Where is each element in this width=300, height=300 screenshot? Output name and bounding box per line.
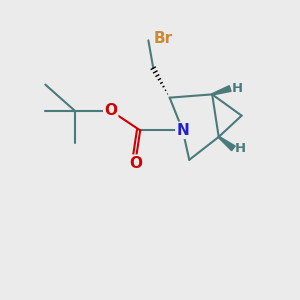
Text: O: O xyxy=(104,103,117,118)
Text: H: H xyxy=(235,142,246,155)
Text: N: N xyxy=(176,123,189,138)
Polygon shape xyxy=(212,86,231,95)
Polygon shape xyxy=(218,136,235,151)
Text: Br: Br xyxy=(153,31,172,46)
Text: O: O xyxy=(129,156,142,171)
Text: H: H xyxy=(232,82,243,95)
